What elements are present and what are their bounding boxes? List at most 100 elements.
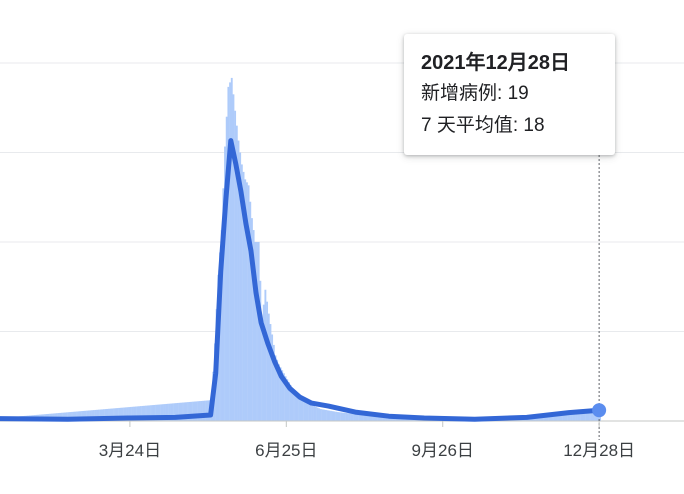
- x-tick-label: 3月24日: [99, 441, 161, 460]
- daily-bar: [570, 412, 573, 421]
- daily-bar: [133, 406, 136, 421]
- tooltip-new-cases-value: 19: [507, 83, 529, 104]
- daily-bar: [106, 408, 109, 421]
- daily-bar: [87, 410, 90, 421]
- daily-bar: [76, 411, 78, 421]
- daily-bar: [276, 359, 279, 421]
- daily-bar: [250, 218, 253, 421]
- daily-bar: [589, 411, 591, 421]
- avg-line[interactable]: [0, 138, 602, 422]
- daily-bar: [225, 116, 228, 421]
- daily-bar: [200, 400, 203, 421]
- daily-bar: [365, 415, 368, 421]
- daily-bar: [150, 405, 152, 421]
- daily-bar: [163, 404, 166, 421]
- daily-bar: [256, 242, 258, 421]
- daily-bar: [338, 412, 341, 421]
- daily-bar: [187, 402, 189, 421]
- daily-bar: [84, 410, 87, 421]
- daily-bar: [155, 404, 158, 421]
- tooltip-average-value: 18: [523, 115, 545, 136]
- daily-bar: [97, 409, 100, 421]
- daily-bar: [361, 414, 364, 421]
- daily-bar: [77, 411, 80, 421]
- daily-bar: [360, 414, 363, 421]
- daily-bar: [176, 402, 179, 421]
- daily-bar: [114, 408, 117, 421]
- daily-bar: [293, 391, 295, 421]
- daily-bar: [592, 410, 595, 421]
- daily-bar: [299, 399, 302, 421]
- daily-bar: [330, 410, 332, 421]
- daily-bar: [261, 319, 263, 421]
- daily-bar: [562, 412, 565, 421]
- daily-bar: [116, 408, 119, 421]
- daily-bar: [136, 406, 139, 421]
- daily-bar: [109, 408, 112, 421]
- daily-bar: [550, 413, 553, 421]
- daily-bar: [555, 413, 558, 421]
- daily-bar: [271, 334, 274, 421]
- daily-bar: [303, 401, 306, 421]
- daily-bar: [257, 242, 260, 421]
- daily-bar: [254, 242, 257, 421]
- daily-bar: [335, 411, 337, 421]
- daily-bar: [580, 411, 583, 421]
- daily-bar: [272, 344, 275, 421]
- daily-bar: [296, 397, 299, 421]
- daily-bar: [565, 412, 568, 421]
- hover-point[interactable]: [592, 403, 607, 418]
- daily-bar: [568, 412, 571, 421]
- daily-bar: [234, 110, 237, 421]
- daily-bar: [308, 403, 311, 421]
- daily-bar: [124, 407, 127, 421]
- daily-bar: [178, 402, 181, 421]
- daily-bar: [355, 414, 358, 421]
- daily-bar: [286, 379, 289, 421]
- daily-bar: [563, 412, 566, 421]
- daily-bar: [82, 410, 85, 421]
- daily-bar: [138, 406, 141, 421]
- daily-bar: [121, 407, 124, 421]
- daily-bar: [281, 370, 284, 421]
- x-axis-ticks: 3月24日 6月25日 9月26日 12月28日: [99, 421, 635, 460]
- daily-bar: [356, 414, 359, 421]
- daily-bar: [558, 413, 561, 421]
- daily-bar: [577, 411, 580, 421]
- daily-bar: [166, 403, 169, 421]
- daily-bar: [348, 413, 351, 421]
- daily-bar: [220, 230, 223, 421]
- daily-bar: [378, 415, 381, 421]
- daily-bar: [79, 411, 82, 421]
- daily-bar: [202, 400, 205, 421]
- daily-bar: [287, 382, 290, 421]
- daily-bar: [353, 413, 356, 421]
- daily-bar: [575, 412, 578, 421]
- daily-bar: [139, 406, 142, 421]
- daily-bar: [291, 388, 294, 421]
- daily-bar: [229, 82, 232, 422]
- daily-bar: [161, 404, 164, 421]
- daily-bar: [346, 413, 349, 421]
- daily-bar: [277, 364, 280, 421]
- hover-tooltip: 2021年12月28日 新增病例: 19 7 天平均值: 18: [404, 34, 615, 155]
- daily-bar: [205, 400, 208, 421]
- daily-bar: [240, 164, 243, 421]
- daily-bar: [557, 413, 559, 421]
- tooltip-new-cases: 新增病例: 19: [421, 83, 529, 104]
- daily-bar: [170, 403, 173, 421]
- daily-bar: [185, 402, 188, 421]
- daily-bar: [153, 404, 156, 421]
- daily-bar: [345, 412, 348, 421]
- daily-bar: [180, 402, 183, 421]
- daily-bar: [158, 404, 161, 421]
- daily-bar: [382, 415, 385, 421]
- daily-bar: [245, 182, 248, 421]
- daily-bar: [274, 355, 277, 421]
- daily-bar: [343, 412, 346, 421]
- daily-bar: [111, 408, 114, 421]
- daily-bar: [190, 401, 193, 421]
- daily-bar: [372, 415, 374, 421]
- daily-bar: [313, 406, 316, 421]
